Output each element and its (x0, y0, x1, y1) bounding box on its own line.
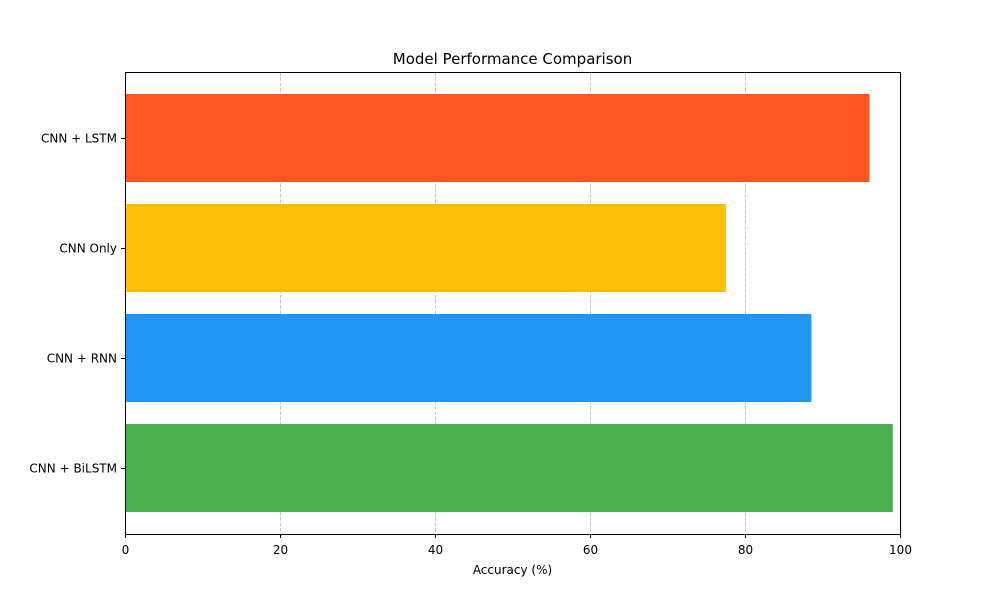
x-tick-label: 80 (738, 543, 753, 557)
x-tick-label: 40 (428, 543, 443, 557)
y-tick-label: CNN + BiLSTM (29, 462, 117, 476)
y-tick-label: CNN + LSTM (41, 132, 117, 146)
y-tick-label: CNN Only (59, 242, 117, 256)
y-axis-ticks: CNN + LSTM CNN Only CNN + RNN CNN + BiLSTM (29, 132, 125, 476)
y-tick-label: CNN + RNN (47, 352, 117, 366)
chart-title: Model Performance Comparison (393, 50, 632, 68)
x-axis-label: Accuracy (%) (473, 563, 552, 577)
x-tick-label: 0 (122, 543, 130, 557)
x-tick-label: 60 (583, 543, 598, 557)
bar (125, 424, 893, 512)
plot-frame (125, 72, 901, 535)
x-tick-label: 100 (889, 543, 912, 557)
x-tick-label: 20 (273, 543, 288, 557)
x-axis-ticks: 0 20 40 60 80 100 (122, 534, 912, 557)
bar (125, 94, 870, 182)
bar (125, 314, 812, 402)
bars (125, 94, 893, 512)
bar (125, 204, 727, 292)
